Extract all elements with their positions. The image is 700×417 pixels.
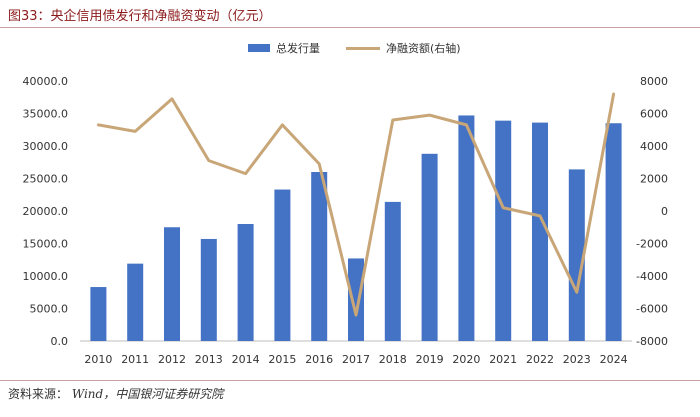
bar-total-issuance — [421, 153, 438, 341]
title-divider — [0, 27, 700, 28]
y-left-tick-label: 20000.0 — [23, 205, 69, 218]
bar-total-issuance — [532, 122, 548, 341]
bar-total-issuance — [568, 169, 585, 341]
chart-title: 图33：央企信用债发行和净融资变动（亿元） — [8, 9, 272, 24]
y-left-tick-label: 25000.0 — [23, 173, 69, 186]
bar-total-issuance — [274, 189, 291, 341]
y-right-tick-label: 6000 — [640, 108, 668, 121]
x-tick-label: 2021 — [489, 353, 517, 366]
x-tick-label: 2015 — [268, 353, 296, 366]
legend-label-total-issuance: 总发行量 — [276, 42, 320, 55]
y-right-tick-label: -8000 — [636, 335, 668, 348]
x-tick-label: 2013 — [195, 353, 223, 366]
source-label: 资料来源： — [8, 387, 69, 401]
x-tick-label: 2017 — [342, 353, 370, 366]
y-left-tick-label: 5000.0 — [30, 303, 69, 316]
bar-total-issuance — [164, 227, 180, 341]
legend-item-net-financing: 净融资额(右轴) — [346, 40, 461, 56]
bar-total-issuance — [384, 201, 401, 341]
y-left-tick-label: 10000.0 — [23, 270, 69, 283]
y-right-tick-label: 0 — [661, 205, 668, 218]
x-tick-label: 2020 — [452, 353, 480, 366]
y-right-tick-label: 2000 — [640, 173, 668, 186]
legend-item-total-issuance: 总发行量 — [248, 40, 320, 56]
bar-total-issuance — [495, 120, 512, 342]
legend-label-net-financing: 净融资额(右轴) — [386, 42, 461, 55]
x-tick-label: 2012 — [158, 353, 186, 366]
bar-total-issuance — [458, 115, 475, 341]
y-left-tick-label: 0.0 — [51, 335, 69, 348]
bar-total-issuance — [348, 258, 364, 341]
combo-chart: 0.0 5000.0 10000.0 15000.0 20000.0 25000.0 300… — [23, 75, 669, 366]
y-left-tick-label: 35000.0 — [23, 108, 69, 121]
y-right-tick-label: -4000 — [636, 270, 668, 283]
x-tick-label: 2023 — [563, 353, 591, 366]
source-note: 资料来源： Wind，中国银河证券研究院 — [8, 385, 223, 402]
y-left-tick-label: 30000.0 — [23, 140, 69, 153]
bar-total-issuance — [605, 123, 622, 341]
y-left-tick-label: 15000.0 — [23, 238, 69, 251]
x-tick-label: 2022 — [526, 353, 554, 366]
x-tick-label: 2016 — [305, 353, 333, 366]
x-tick-label: 2019 — [416, 353, 444, 366]
bar-total-issuance — [237, 224, 254, 341]
y-left-tick-label: 40000.0 — [23, 75, 69, 88]
y-right-tick-label: -2000 — [636, 238, 668, 251]
x-tick-label: 2010 — [84, 353, 112, 366]
bar-total-issuance — [127, 263, 144, 341]
legend-swatch-line — [346, 46, 380, 50]
bar-total-issuance — [200, 238, 217, 341]
y-right-tick-label: 4000 — [640, 140, 668, 153]
bar-total-issuance — [90, 287, 107, 341]
source-divider — [0, 380, 700, 381]
y-right-tick-label: 8000 — [640, 75, 668, 88]
bar-total-issuance — [311, 172, 328, 341]
source-value: Wind，中国银河证券研究院 — [71, 387, 224, 401]
legend: 总发行量 净融资额(右轴) — [0, 40, 700, 56]
x-tick-label: 2024 — [600, 353, 628, 366]
x-tick-label: 2011 — [121, 353, 149, 366]
y-right-tick-label: -6000 — [636, 303, 668, 316]
legend-swatch-bar — [248, 44, 270, 52]
line-net-financing — [96, 92, 616, 317]
x-tick-label: 2014 — [232, 353, 260, 366]
x-tick-label: 2018 — [379, 353, 407, 366]
